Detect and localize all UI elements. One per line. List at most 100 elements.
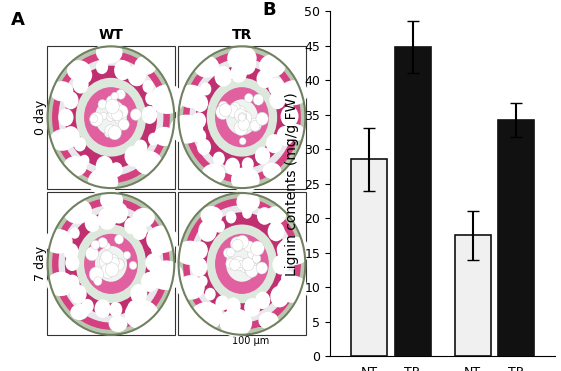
Ellipse shape [255,292,270,309]
Ellipse shape [70,285,86,304]
Ellipse shape [255,147,270,164]
Ellipse shape [65,275,80,291]
Ellipse shape [194,129,206,143]
Ellipse shape [127,300,144,320]
Ellipse shape [215,87,269,147]
Ellipse shape [238,113,246,122]
Y-axis label: Lignin contents (mg/g FW): Lignin contents (mg/g FW) [284,92,298,276]
Ellipse shape [196,212,288,315]
Ellipse shape [250,121,260,131]
Ellipse shape [280,106,298,127]
Text: 7 day: 7 day [34,246,48,282]
Ellipse shape [101,251,113,263]
Ellipse shape [110,162,123,177]
Ellipse shape [118,114,127,124]
Ellipse shape [233,106,247,120]
Ellipse shape [207,78,277,157]
Ellipse shape [273,255,289,275]
Ellipse shape [226,259,236,269]
Ellipse shape [52,198,170,330]
Ellipse shape [190,302,223,330]
Ellipse shape [236,235,249,249]
Ellipse shape [191,257,208,277]
Ellipse shape [103,260,111,268]
Ellipse shape [266,134,282,153]
Ellipse shape [134,139,148,155]
Ellipse shape [91,240,100,250]
Bar [454,235,491,356]
Ellipse shape [134,151,162,175]
Ellipse shape [214,66,232,86]
Ellipse shape [104,130,112,137]
Ellipse shape [215,295,229,311]
Ellipse shape [84,87,138,147]
Ellipse shape [123,251,131,259]
Bar [394,47,431,356]
Ellipse shape [180,48,304,187]
Ellipse shape [50,81,73,101]
Ellipse shape [142,80,154,93]
Ellipse shape [232,239,243,251]
Ellipse shape [245,262,258,276]
Ellipse shape [98,99,107,109]
Ellipse shape [238,114,246,121]
Ellipse shape [268,78,284,96]
Ellipse shape [279,80,308,105]
Text: WT: WT [99,28,123,42]
Ellipse shape [252,254,261,263]
Ellipse shape [98,208,117,230]
Ellipse shape [251,241,264,256]
Ellipse shape [238,110,245,118]
Ellipse shape [135,56,157,75]
Ellipse shape [205,288,216,301]
Ellipse shape [197,139,211,155]
Ellipse shape [231,237,245,252]
Text: A: A [11,11,25,29]
Bar [178,192,306,335]
Ellipse shape [148,133,159,145]
Ellipse shape [227,105,238,117]
Ellipse shape [63,156,87,177]
Ellipse shape [214,220,225,233]
Ellipse shape [269,91,286,109]
Ellipse shape [85,214,100,232]
Ellipse shape [277,236,310,265]
Ellipse shape [106,259,117,270]
Ellipse shape [67,60,91,81]
Ellipse shape [145,92,157,105]
Ellipse shape [198,276,208,287]
Ellipse shape [105,263,118,277]
Ellipse shape [194,56,219,78]
Ellipse shape [118,119,129,130]
Ellipse shape [65,212,157,315]
Ellipse shape [268,221,284,241]
Ellipse shape [100,190,123,210]
Ellipse shape [105,254,119,269]
Ellipse shape [58,59,163,176]
Ellipse shape [170,115,203,144]
Ellipse shape [90,112,103,126]
Ellipse shape [95,99,127,135]
Ellipse shape [226,211,236,223]
Ellipse shape [117,259,125,267]
Bar [47,46,175,189]
Ellipse shape [236,192,260,212]
Ellipse shape [265,206,286,224]
Ellipse shape [219,104,232,116]
Ellipse shape [111,92,118,100]
Ellipse shape [124,217,139,234]
Ellipse shape [238,259,252,273]
Ellipse shape [100,112,107,119]
Ellipse shape [232,257,245,271]
Ellipse shape [259,312,278,329]
Ellipse shape [88,168,118,195]
Ellipse shape [109,257,119,268]
Ellipse shape [244,298,260,317]
Ellipse shape [253,94,264,105]
Ellipse shape [85,247,99,261]
Ellipse shape [257,207,272,225]
Ellipse shape [105,99,119,114]
Ellipse shape [149,260,183,290]
Ellipse shape [277,126,294,146]
Ellipse shape [49,194,173,333]
